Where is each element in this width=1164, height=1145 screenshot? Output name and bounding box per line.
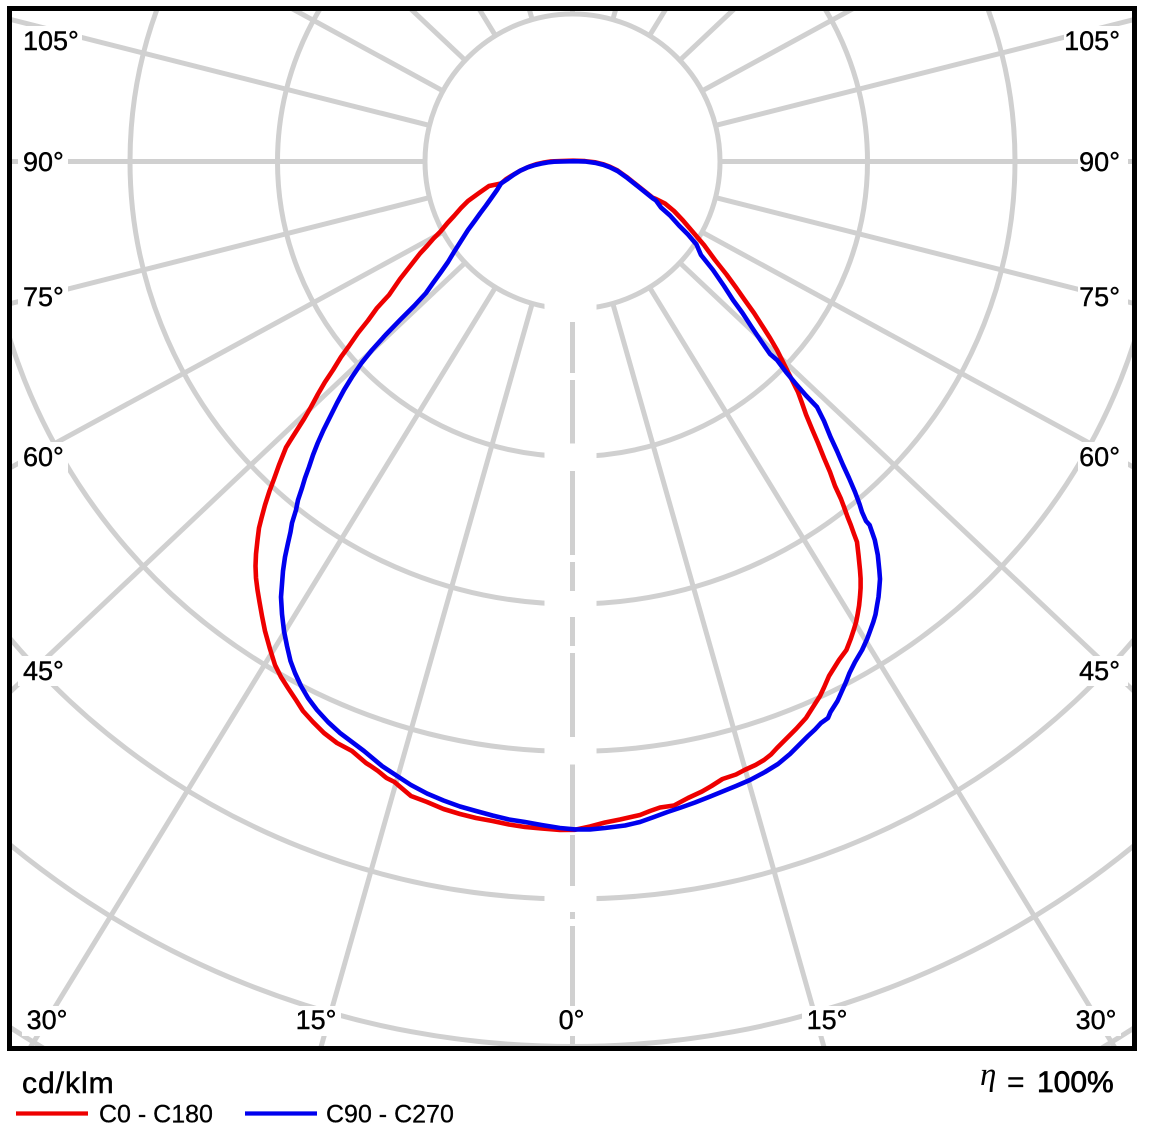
svg-text:30°: 30°	[1076, 1005, 1117, 1035]
svg-text:100%: 100%	[1037, 1066, 1114, 1099]
svg-text:105°: 105°	[23, 26, 79, 56]
svg-text:0°: 0°	[559, 1005, 585, 1035]
svg-text:105°: 105°	[1064, 26, 1120, 56]
svg-text:75°: 75°	[23, 282, 64, 312]
svg-text:C0 - C180: C0 - C180	[99, 1101, 213, 1129]
svg-text:C90 - C270: C90 - C270	[326, 1101, 454, 1129]
svg-text:30°: 30°	[27, 1005, 68, 1035]
svg-text:90°: 90°	[1079, 147, 1120, 177]
svg-text:45°: 45°	[1079, 656, 1120, 686]
svg-text:=: =	[1007, 1066, 1025, 1099]
svg-text:η: η	[980, 1057, 996, 1093]
svg-text:15°: 15°	[296, 1005, 337, 1035]
svg-text:45°: 45°	[23, 656, 64, 686]
svg-text:15°: 15°	[807, 1005, 848, 1035]
svg-text:90°: 90°	[23, 147, 64, 177]
svg-text:60°: 60°	[23, 442, 64, 472]
svg-text:cd/klm: cd/klm	[22, 1067, 115, 1100]
svg-text:60°: 60°	[1079, 442, 1120, 472]
svg-text:75°: 75°	[1079, 282, 1120, 312]
